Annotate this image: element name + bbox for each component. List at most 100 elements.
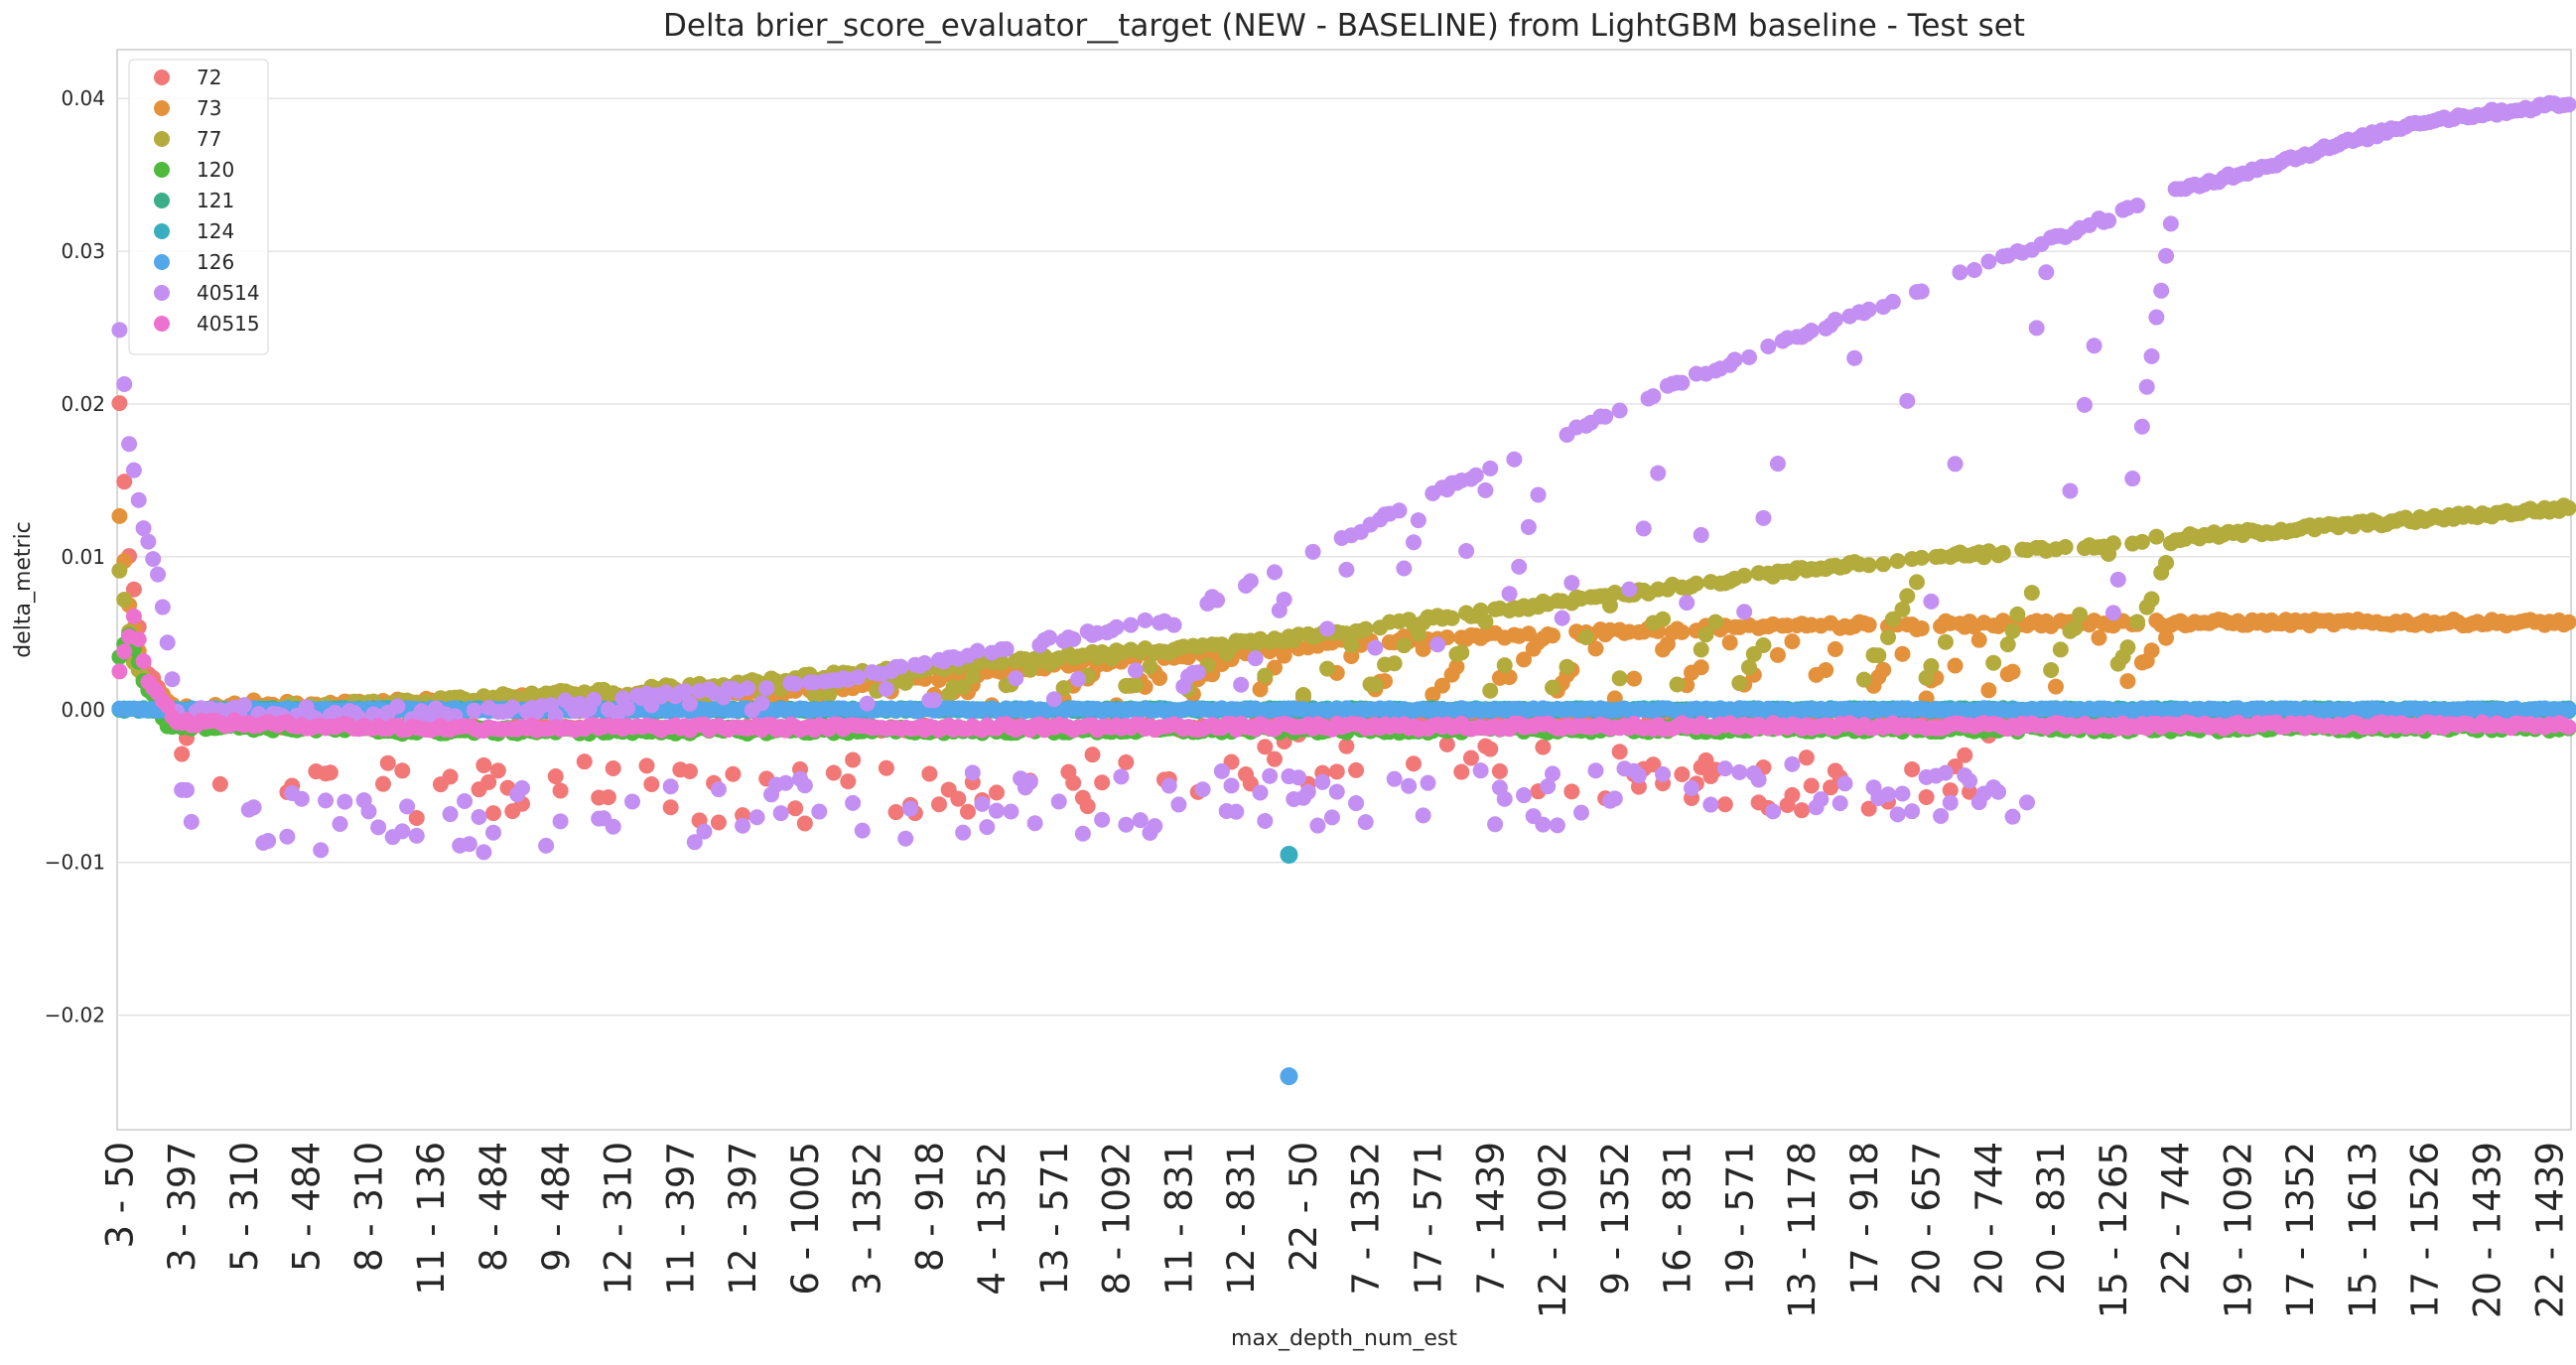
point-40514 [1266, 564, 1283, 581]
point-77 [1386, 655, 1403, 672]
point-72 [845, 751, 862, 768]
point-40514 [1367, 639, 1384, 656]
x-tick-label: 3 - 397 [161, 1142, 203, 1272]
point-77 [1319, 660, 1336, 677]
x-tick-label: 8 - 310 [347, 1142, 390, 1272]
point-72 [638, 757, 655, 774]
point-77 [1870, 647, 1887, 664]
point-40514 [2038, 264, 2055, 281]
point-72 [1438, 736, 1455, 752]
point-40514 [1094, 811, 1111, 828]
legend-marker-120 [154, 162, 170, 178]
point-72 [374, 775, 391, 792]
point-40514 [1655, 765, 1672, 782]
point-77 [2023, 585, 2040, 602]
point-40514 [772, 805, 789, 822]
point-77 [2148, 528, 2165, 545]
point-72 [825, 764, 842, 781]
point-40514 [1716, 760, 1733, 777]
x-tick-label: 22 - 1439 [2528, 1142, 2571, 1318]
x-tick-label: 12 - 1092 [1532, 1142, 1574, 1318]
point-77 [1740, 659, 1757, 676]
point-40514 [1650, 465, 1667, 481]
point-40514 [1127, 662, 1144, 679]
point-72 [1798, 750, 1815, 766]
point-73 [1784, 633, 1801, 650]
point-40514 [1021, 773, 1038, 790]
point-40514 [1276, 591, 1292, 608]
point-72 [576, 753, 593, 770]
point-40514 [552, 813, 569, 830]
legend-marker-72 [154, 69, 170, 85]
point-77 [1688, 575, 1704, 592]
point-40514 [1894, 785, 1911, 802]
point-40514 [1535, 816, 1552, 833]
point-40514 [1050, 793, 1067, 810]
point-40514 [1328, 783, 1345, 800]
point-40514 [1962, 772, 1978, 789]
x-tick-label: 16 - 831 [1657, 1142, 1699, 1296]
x-tick-label: 7 - 1439 [1469, 1142, 1512, 1296]
point-40514 [332, 815, 348, 832]
point-40514 [179, 781, 196, 798]
x-tick-label: 13 - 1178 [1781, 1142, 1824, 1318]
point-40514 [2148, 309, 2165, 326]
point-40514 [1338, 561, 1355, 578]
point-40514 [916, 655, 933, 672]
point-40514 [1511, 558, 1528, 575]
point-77 [2057, 538, 2074, 555]
point-77 [1055, 680, 1072, 697]
point-77 [1994, 544, 2011, 561]
point-72 [1674, 765, 1691, 782]
point-40514 [1966, 262, 1982, 279]
legend-label: 77 [197, 127, 221, 151]
point-72 [1079, 798, 1096, 815]
legend-marker-40515 [154, 316, 170, 332]
point-40514 [1386, 770, 1403, 787]
point-72 [1794, 802, 1811, 819]
point-40514 [1290, 769, 1307, 786]
point-40514 [1252, 784, 1269, 801]
point-73 [1448, 658, 1465, 675]
point-40514 [1396, 560, 1413, 577]
point-77 [2009, 606, 2026, 622]
point-40514 [2004, 808, 2021, 825]
point-72 [547, 768, 564, 785]
point-73 [2047, 678, 2064, 695]
point-77 [1496, 657, 1513, 674]
point-40514 [2138, 378, 2155, 395]
point-77 [116, 592, 133, 609]
point-40514 [1319, 620, 1336, 637]
point-40514 [1731, 763, 1748, 780]
point-40514 [1645, 388, 1662, 405]
point-73 [1587, 640, 1604, 657]
point-40514 [1458, 542, 1475, 559]
point-40514 [1228, 803, 1245, 820]
point-77 [1396, 637, 1413, 654]
point-73 [1626, 670, 1643, 687]
point-40514 [849, 669, 866, 686]
y-tick-label: 0.04 [61, 86, 105, 110]
point-40514 [1836, 775, 1853, 792]
point-40514 [1540, 778, 1557, 795]
point-40514 [845, 794, 862, 811]
y-tick-label: −0.02 [45, 1004, 105, 1027]
point-72 [950, 790, 967, 807]
legend-label: 120 [197, 158, 234, 182]
y-tick-labels: −0.02−0.010.000.010.020.030.04 [45, 86, 105, 1026]
point-77 [2133, 533, 2150, 550]
point-72 [1803, 777, 1820, 794]
point-77 [1482, 682, 1499, 699]
point-40514 [1165, 616, 1182, 633]
point-73 [2143, 642, 2160, 659]
point-40514 [318, 792, 335, 809]
point-77 [1545, 679, 1561, 696]
point-40514 [504, 699, 521, 716]
point-72 [605, 760, 621, 777]
point-40514 [854, 822, 871, 839]
point-77 [1860, 557, 1877, 574]
point-40514 [902, 800, 919, 817]
point-40514 [442, 806, 459, 823]
point-40514 [116, 375, 133, 392]
